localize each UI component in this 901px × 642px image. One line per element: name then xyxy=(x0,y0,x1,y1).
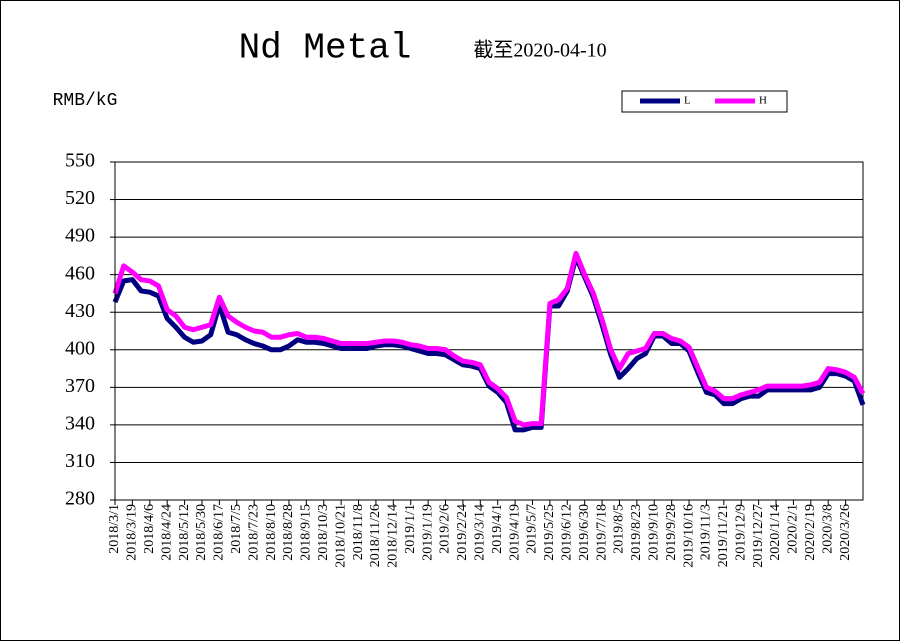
x-tick-label: 2019/1/1 xyxy=(403,504,418,554)
series-line xyxy=(112,250,866,428)
x-tick-label: 2019/9/10 xyxy=(646,504,661,561)
x-tick-label: 2019/7/18 xyxy=(594,504,609,561)
x-tick-label: 2019/4/1 xyxy=(490,504,505,554)
x-tick-label: 2019/12/9 xyxy=(733,504,748,561)
x-tick-label: 2018/11/8 xyxy=(351,504,366,560)
x-tick-label: 2018/10/21 xyxy=(333,504,348,568)
y-tick-label: 370 xyxy=(65,375,95,397)
x-tick-label: 2019/6/30 xyxy=(577,504,592,561)
x-tick-label: 2019/4/19 xyxy=(507,504,522,561)
x-tick-label: 2019/12/27 xyxy=(751,504,766,568)
x-tick-label: 2019/8/5 xyxy=(612,504,627,554)
y-axis-label: RMB/kG xyxy=(53,91,118,111)
x-tick-label: 2018/3/19 xyxy=(125,504,140,561)
x-tick-label: 2019/3/14 xyxy=(473,504,488,561)
x-tick-label: 2019/6/12 xyxy=(559,504,574,561)
x-tick-label: 2018/8/10 xyxy=(264,504,279,561)
y-tick-label: 280 xyxy=(65,488,95,510)
x-tick-label: 2019/10/16 xyxy=(681,504,696,568)
x-tick-label: 2020/3/8 xyxy=(820,504,835,554)
x-tick-label: 2019/11/21 xyxy=(716,504,731,567)
x-tick-label: 2018/9/15 xyxy=(299,504,314,561)
x-tick-label: 2019/2/6 xyxy=(438,504,453,554)
x-tick-label: 2019/5/7 xyxy=(525,504,540,554)
legend-label: L xyxy=(684,95,691,107)
y-tick-label: 490 xyxy=(65,225,95,247)
x-tick-label: 2020/3/26 xyxy=(838,504,853,561)
y-tick-label: 460 xyxy=(65,262,95,284)
y-tick-label: 520 xyxy=(65,187,95,209)
legend-box xyxy=(621,90,788,113)
legend-label: H xyxy=(759,95,767,107)
x-tick-label: 2019/2/24 xyxy=(455,504,470,561)
x-tick-label: 2019/9/28 xyxy=(664,504,679,561)
y-tick-label: 400 xyxy=(65,337,95,359)
x-tick-label: 2020/2/19 xyxy=(803,504,818,561)
x-tick-label: 2018/4/6 xyxy=(142,504,157,554)
y-tick-label: 550 xyxy=(65,150,95,172)
x-tick-label: 2018/7/5 xyxy=(229,504,244,554)
y-tick-label: 340 xyxy=(65,412,95,434)
x-tick-label: 2018/8/28 xyxy=(281,504,296,561)
x-tick-label: 2018/6/17 xyxy=(212,504,227,561)
x-tick-label: 2018/10/3 xyxy=(316,504,331,561)
x-tick-label: 2018/12/14 xyxy=(386,504,401,568)
x-tick-label: 2019/1/19 xyxy=(420,504,435,561)
x-tick-label: 2018/11/26 xyxy=(368,504,383,567)
x-tick-label: 2018/5/30 xyxy=(194,504,209,561)
x-tick-label: 2020/2/1 xyxy=(786,504,801,554)
x-tick-label: 2018/3/1 xyxy=(107,504,122,554)
chart-subtitle: 截至2020-04-10 xyxy=(473,39,606,62)
x-tick-label: 2019/11/3 xyxy=(699,504,714,560)
x-tick-label: 2019/5/25 xyxy=(542,504,557,561)
y-tick-label: 430 xyxy=(65,300,95,322)
y-tick-label: 310 xyxy=(65,450,95,472)
x-tick-label: 2019/8/23 xyxy=(629,504,644,561)
x-tick-label: 2020/1/14 xyxy=(768,504,783,561)
x-tick-label: 2018/4/24 xyxy=(159,504,174,561)
x-tick-label: 2018/5/12 xyxy=(177,504,192,561)
chart-title: Nd Metal xyxy=(239,28,412,69)
x-tick-label: 2018/7/23 xyxy=(246,504,261,561)
series-line xyxy=(112,254,866,433)
